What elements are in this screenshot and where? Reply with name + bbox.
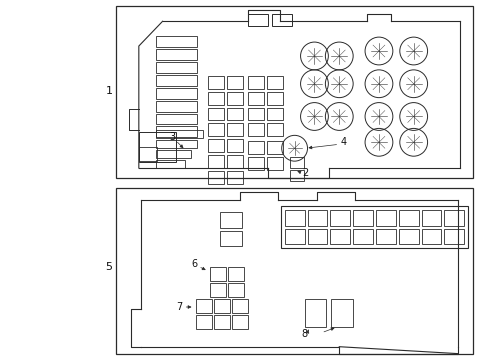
Bar — [220, 212, 242, 228]
Bar — [248, 14, 268, 26]
Bar — [376, 210, 396, 226]
Bar — [248, 123, 264, 136]
Text: 5: 5 — [105, 262, 113, 272]
Bar — [444, 229, 465, 244]
Bar — [116, 6, 473, 178]
Bar — [376, 229, 396, 244]
Bar — [208, 155, 224, 168]
Bar — [272, 14, 292, 26]
Bar — [353, 210, 373, 226]
Bar — [210, 267, 226, 281]
Bar — [227, 76, 243, 89]
Bar — [227, 139, 243, 152]
Text: 6: 6 — [191, 259, 197, 269]
Bar — [267, 92, 283, 105]
Bar — [281, 206, 468, 248]
Bar — [267, 141, 283, 154]
Bar — [214, 299, 230, 313]
Bar — [267, 108, 283, 121]
Bar — [267, 76, 283, 89]
Bar — [248, 76, 264, 89]
Bar — [220, 231, 242, 247]
Bar — [308, 229, 327, 244]
Bar — [421, 229, 441, 244]
Bar — [214, 315, 230, 329]
Bar — [330, 210, 350, 226]
Bar — [208, 123, 224, 136]
Bar — [156, 88, 197, 99]
Bar — [156, 100, 197, 112]
Bar — [156, 75, 197, 86]
Text: 7: 7 — [176, 302, 182, 312]
Bar — [248, 108, 264, 121]
Bar — [267, 157, 283, 170]
Bar — [331, 299, 353, 327]
Bar — [267, 123, 283, 136]
Bar — [156, 113, 197, 125]
Bar — [285, 229, 305, 244]
Bar — [227, 92, 243, 105]
Bar — [156, 160, 185, 168]
Bar — [116, 188, 473, 354]
Bar — [399, 229, 418, 244]
Bar — [248, 92, 264, 105]
Bar — [421, 210, 441, 226]
Bar — [248, 157, 264, 170]
Bar — [330, 229, 350, 244]
Bar — [399, 210, 418, 226]
Bar — [228, 267, 244, 281]
Bar — [353, 229, 373, 244]
Bar — [156, 36, 197, 47]
Text: 8: 8 — [301, 329, 308, 339]
Bar — [444, 210, 465, 226]
Bar — [196, 315, 212, 329]
Bar — [196, 299, 212, 313]
Bar — [227, 171, 243, 184]
Bar — [228, 283, 244, 297]
Bar — [208, 108, 224, 121]
Bar — [305, 299, 326, 327]
Bar — [227, 155, 243, 168]
Bar — [290, 157, 303, 168]
Bar — [208, 76, 224, 89]
Bar — [139, 132, 175, 162]
Bar — [232, 315, 248, 329]
Text: 4: 4 — [340, 137, 346, 147]
Text: 2: 2 — [302, 168, 309, 178]
Bar — [156, 130, 203, 138]
Bar — [308, 210, 327, 226]
Bar — [156, 150, 192, 158]
Bar — [156, 140, 197, 148]
Bar — [227, 123, 243, 136]
Bar — [227, 108, 243, 121]
Bar — [139, 147, 157, 161]
Bar — [248, 141, 264, 154]
Bar — [156, 49, 197, 60]
Bar — [208, 171, 224, 184]
Bar — [210, 283, 226, 297]
Bar — [156, 62, 197, 73]
Text: 1: 1 — [105, 86, 113, 96]
Bar — [285, 210, 305, 226]
Bar — [208, 139, 224, 152]
Bar — [232, 299, 248, 313]
Bar — [208, 92, 224, 105]
Bar — [290, 170, 303, 181]
Text: 3: 3 — [170, 132, 175, 142]
Bar — [156, 126, 197, 137]
